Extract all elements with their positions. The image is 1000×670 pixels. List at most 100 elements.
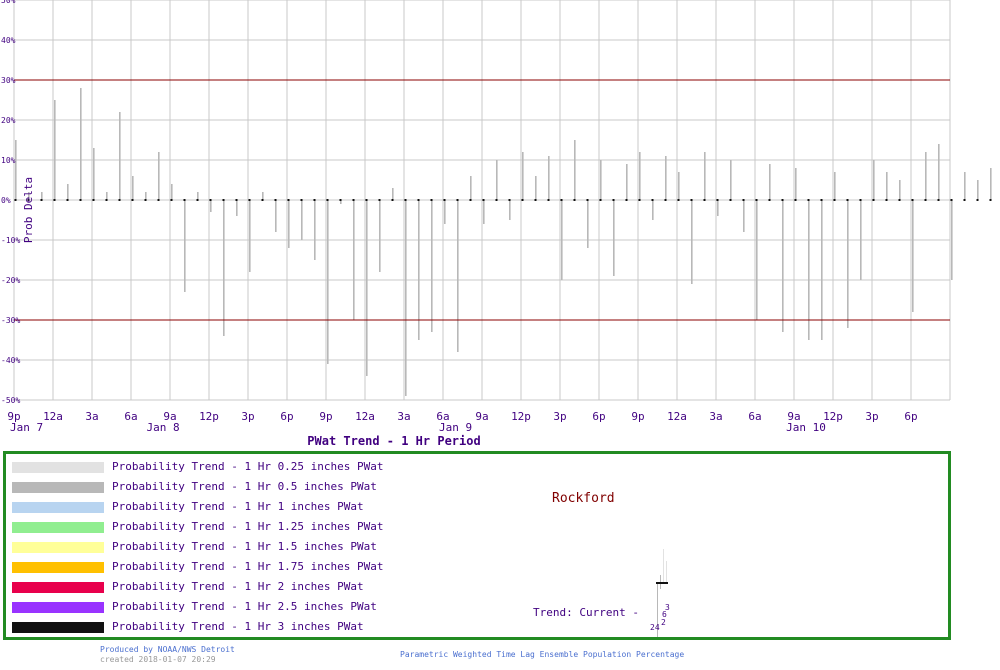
- y-tick-label: -50%: [1, 396, 20, 405]
- zero-line-dot: [365, 199, 368, 201]
- zero-line-dot: [313, 199, 316, 201]
- zero-line-dot: [261, 199, 264, 201]
- zero-line-dot: [53, 199, 56, 201]
- zero-line-dot: [794, 199, 797, 201]
- chart-bar: [691, 200, 693, 284]
- chart-bar: [262, 192, 264, 200]
- x-tick-label: 6p: [280, 410, 293, 423]
- zero-line-dot: [378, 199, 381, 201]
- chart-bar: [639, 152, 641, 200]
- chart-bar: [561, 200, 563, 280]
- zero-line-dot: [911, 199, 914, 201]
- x-tick-label: 9a: [475, 410, 488, 423]
- chart-bar: [418, 200, 420, 340]
- zero-line-dot: [976, 199, 979, 201]
- zero-line-dot: [625, 199, 628, 201]
- zero-line-dot: [170, 199, 173, 201]
- legend-swatch: [12, 562, 104, 573]
- legend-swatch: [12, 482, 104, 493]
- trend-mini-chart: 3 6 2 24: [650, 549, 670, 637]
- zero-line-dot: [391, 199, 394, 201]
- zero-line-dot: [859, 199, 862, 201]
- y-tick-label: 0%: [1, 196, 11, 205]
- zero-line-dot: [157, 199, 160, 201]
- zero-line-dot: [495, 199, 498, 201]
- footer-produced: Produced by NOAA/NWS Detroit: [100, 645, 235, 654]
- x-tick-label: 6a: [436, 410, 449, 423]
- chart-bar: [912, 200, 914, 312]
- y-axis-ticks: 50% 40% 30% 20% 10% 0% -10% -20% -30% -40% -50%: [1, 0, 20, 405]
- zero-line-dot: [508, 199, 511, 201]
- chart-bars: [14, 88, 992, 396]
- chart-grid: [13, 0, 951, 401]
- y-tick-label: 10%: [1, 156, 16, 165]
- x-tick-label: 9a: [787, 410, 800, 423]
- chart-bar: [925, 152, 927, 200]
- chart-bar: [782, 200, 784, 332]
- chart-bar: [743, 200, 745, 232]
- zero-line-dot: [79, 199, 82, 201]
- legend-swatch: [12, 542, 104, 553]
- x-tick-label: 3a: [397, 410, 410, 423]
- legend-label: Probability Trend - 1 Hr 1 inches PWat: [112, 500, 364, 513]
- legend-swatch: [12, 502, 104, 513]
- chart-bar: [535, 176, 537, 200]
- x-tick-label: 12a: [355, 410, 375, 423]
- zero-line-dot: [534, 199, 537, 201]
- zero-line-dot: [14, 199, 17, 201]
- legend-panel: Probability Trend - 1 Hr 0.25 inches PWa…: [3, 451, 951, 640]
- chart-bar: [93, 148, 95, 200]
- chart-bar: [314, 200, 316, 260]
- zero-line-dot: [443, 199, 446, 201]
- x-tick-label: 12p: [511, 410, 531, 423]
- zero-line-dot: [235, 199, 238, 201]
- chart-bar: [457, 200, 459, 352]
- chart-bar: [496, 160, 498, 200]
- zero-line-dot: [183, 199, 186, 201]
- x-tick-label: 6p: [592, 410, 605, 423]
- chart-bar: [15, 140, 17, 200]
- x-tick-label: 12p: [823, 410, 843, 423]
- zero-line-dot: [27, 199, 30, 201]
- zero-line-dot: [248, 199, 251, 201]
- zero-line-dot: [274, 199, 277, 201]
- chart-bar: [249, 200, 251, 272]
- chart-bar: [67, 184, 69, 200]
- y-tick-label: -10%: [1, 236, 20, 245]
- mini-number: 6: [662, 610, 667, 619]
- zero-line-dot: [703, 199, 706, 201]
- legend-label: Probability Trend - 1 Hr 2 inches PWat: [112, 580, 364, 593]
- chart-bar: [834, 172, 836, 200]
- x-tick-label: 6p: [904, 410, 917, 423]
- zero-line-dot: [781, 199, 784, 201]
- legend-swatch: [12, 602, 104, 613]
- zero-line-dot: [456, 199, 459, 201]
- chart-bar: [964, 172, 966, 200]
- x-tick-label: 9a: [163, 410, 176, 423]
- chart-bar: [808, 200, 810, 340]
- x-tick-label: 3p: [865, 410, 878, 423]
- x-tick-label: 3a: [85, 410, 98, 423]
- zero-line-dot: [898, 199, 901, 201]
- zero-line-dot: [820, 199, 823, 201]
- x-tick-label: 3a: [709, 410, 722, 423]
- chart-bar: [41, 192, 43, 200]
- zero-line-dot: [196, 199, 199, 201]
- chart-bar: [158, 152, 160, 200]
- reference-lines: [14, 79, 950, 321]
- chart-bar: [483, 200, 485, 224]
- zero-line-dot: [40, 199, 43, 201]
- zero-line-dot: [144, 199, 147, 201]
- mini-stem: [657, 584, 658, 637]
- zero-line-dot: [612, 199, 615, 201]
- chart-bar: [236, 200, 238, 216]
- zero-line-dot: [599, 199, 602, 201]
- trend-label: Trend: Current -: [533, 606, 639, 619]
- chart-bar: [210, 200, 212, 212]
- chart-bar: [275, 200, 277, 232]
- y-tick-label: 50%: [1, 0, 16, 5]
- chart-bar: [379, 200, 381, 272]
- chart-bar: [405, 200, 407, 396]
- x-tick-label: 6a: [124, 410, 137, 423]
- chart-bar: [288, 200, 290, 248]
